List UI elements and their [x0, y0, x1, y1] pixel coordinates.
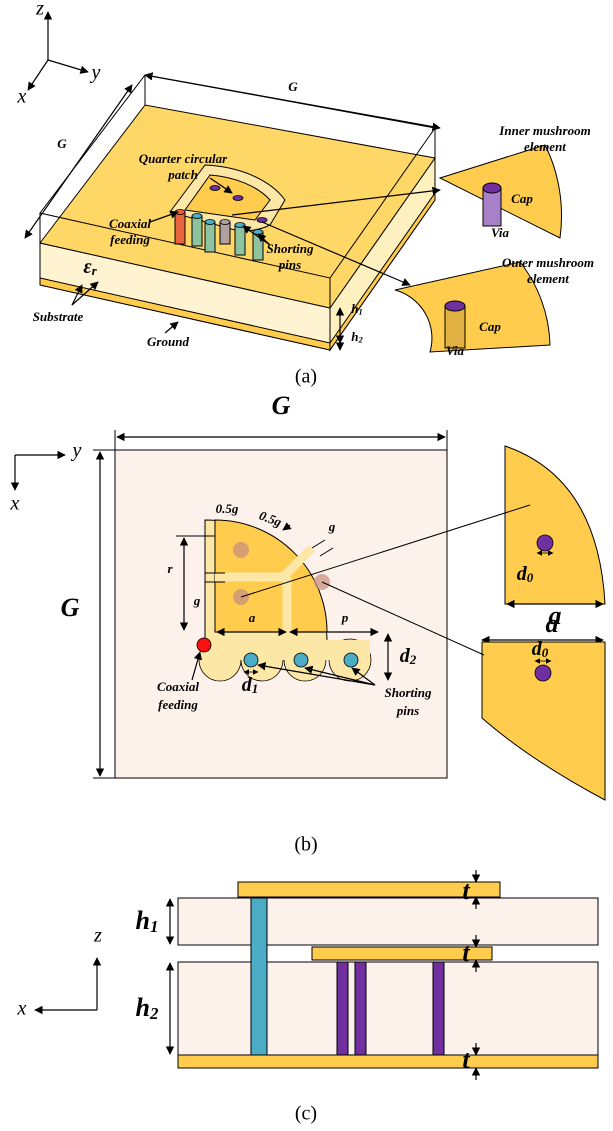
symbol-sub: 1: [252, 681, 259, 696]
symbol-sub: 2: [409, 652, 417, 667]
pin-top: [205, 220, 215, 225]
patch-label: Quarter circular: [139, 151, 228, 166]
symbol-base: h: [136, 906, 150, 935]
outer-title: Outer mushroom: [502, 255, 594, 270]
pin-top: [220, 220, 230, 225]
outer-title: element: [527, 271, 569, 286]
symbol-sub: 1: [150, 917, 158, 936]
axis-label: x: [10, 493, 20, 515]
dim-label: 0.5g: [216, 501, 239, 516]
feed-label: Coaxial: [109, 216, 151, 231]
symbol-sub: 1: [359, 306, 363, 316]
symbol-sub: 2: [149, 1004, 159, 1023]
caption: (c): [295, 1103, 317, 1125]
symbol-sub: 0: [542, 645, 549, 660]
axis-label: y: [90, 62, 101, 84]
shorting-via: [337, 962, 348, 1055]
t-label: t: [462, 1045, 470, 1074]
inner-title: element: [524, 139, 566, 154]
shorting-via: [355, 962, 366, 1055]
pins-label: pins: [396, 703, 419, 718]
pins-label: Shorting: [385, 685, 432, 700]
symbol-base: h: [136, 993, 150, 1022]
pin-cylinder: [235, 225, 245, 255]
shorting-via: [433, 962, 444, 1055]
via-label: Via: [491, 225, 510, 240]
symbol-base: h: [351, 301, 358, 316]
substrate-label: Substrate: [33, 309, 84, 324]
substrate-2: [178, 962, 598, 1055]
pointer: [165, 322, 178, 333]
via-shadow: [233, 542, 249, 558]
t-label: t: [462, 876, 470, 905]
symbol-sub: 0: [527, 570, 534, 585]
figure: zyxGGQuarter circularpatchCoaxialfeeding…: [0, 0, 613, 1131]
cap-label: Cap: [511, 191, 533, 206]
h2-label: h2: [136, 993, 159, 1023]
dim-label: G: [288, 79, 298, 94]
symbol-base: h: [351, 329, 358, 344]
via: [537, 535, 553, 551]
feed-label: feeding: [158, 697, 198, 712]
feed-label: Coaxial: [157, 679, 199, 694]
via-cylinder: [445, 306, 465, 348]
d0-label: d0: [532, 638, 549, 660]
symbol-sub: 2: [358, 334, 364, 344]
axis-arrow: [48, 60, 88, 72]
patch-label: patch: [167, 167, 198, 182]
pins-label: pins: [278, 257, 301, 272]
dim-label: G: [272, 391, 291, 420]
axis-label: z: [35, 0, 44, 20]
axis-label: z: [93, 925, 102, 947]
feed-via: [251, 898, 267, 1055]
pin-cylinder: [205, 222, 215, 252]
via-top: [233, 196, 243, 201]
ground-plane: [178, 1055, 598, 1068]
inner-title: Inner mushroom: [498, 123, 590, 138]
dim-label: G: [61, 593, 80, 622]
axis-arrow: [28, 60, 48, 90]
shorting-pin: [244, 653, 258, 667]
dim-label: a: [249, 610, 256, 625]
cap-label: Cap: [479, 319, 501, 334]
pin-cylinder: [220, 222, 230, 244]
pin-cylinder: [192, 216, 202, 246]
axis-label: x: [17, 998, 27, 1020]
substrate-1: [178, 898, 598, 945]
dim-label: g: [328, 519, 336, 534]
dim-label: G: [57, 136, 67, 151]
cap-top: [483, 183, 501, 193]
pin-cylinder: [175, 212, 185, 244]
shorting-pin: [344, 653, 358, 667]
cap-top: [445, 301, 465, 311]
caption: (b): [294, 834, 317, 856]
h1-label: h1: [136, 906, 159, 936]
dim-label: a: [546, 609, 559, 638]
via-top: [257, 218, 267, 223]
dim-label: g: [193, 593, 201, 608]
dim-label: p: [341, 610, 349, 625]
feed-label: feeding: [110, 232, 150, 247]
pins-label: Shorting: [267, 241, 314, 256]
shorting-pin: [294, 653, 308, 667]
h2-label: h2: [351, 329, 363, 344]
pin-top: [192, 214, 202, 219]
via: [535, 665, 551, 681]
feed-point: [197, 638, 211, 652]
top-patch: [238, 882, 500, 897]
via-cylinder: [483, 188, 501, 226]
via-label: Via: [446, 343, 465, 358]
axis-label: x: [17, 86, 27, 108]
ground-label: Ground: [147, 334, 189, 349]
axis-label: y: [71, 440, 82, 462]
page: { "panel_a": { "axes": {"z": "z", "y": "…: [0, 0, 613, 1131]
caption: (a): [295, 366, 317, 388]
via-top: [210, 186, 220, 191]
t-label: t: [462, 938, 470, 967]
